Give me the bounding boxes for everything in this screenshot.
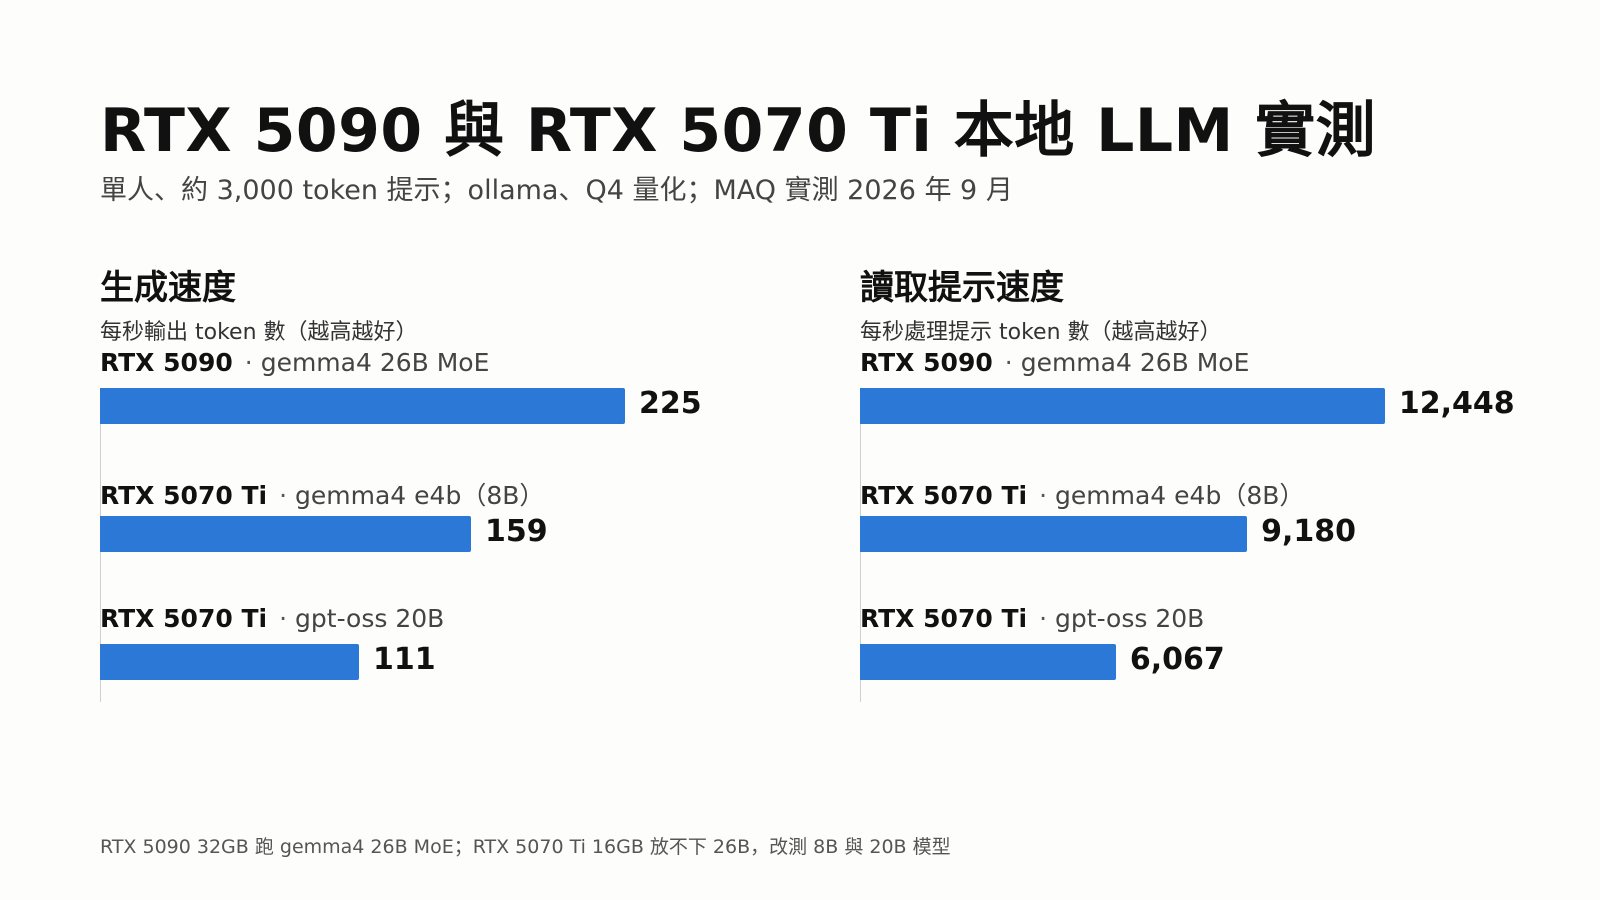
model-label: gemma4 e4b（8B）: [1055, 481, 1305, 510]
gpu-label: RTX 5090: [860, 348, 993, 377]
label-separator: ·: [244, 348, 253, 377]
gpu-label: RTX 5090: [100, 348, 233, 377]
bar-row: RTX 5070 Ti · gpt-oss 20B 6,067: [860, 604, 1560, 704]
chart-subtitle: 每秒輸出 token 數（越高越好）: [100, 320, 418, 345]
generation-speed-chart: 生成速度 每秒輸出 token 數（越高越好） RTX 5090 · gemma4 …: [100, 260, 800, 710]
chart-title: 生成速度: [100, 268, 236, 308]
bar-category-label: RTX 5090 · gemma4 26B MoE: [100, 348, 489, 377]
model-label: gemma4 26B MoE: [1020, 348, 1250, 377]
bar-value-label: 225: [639, 386, 702, 421]
bar-value-label: 6,067: [1129, 642, 1225, 677]
bar: [100, 644, 359, 680]
label-separator: ·: [1039, 481, 1048, 510]
bar-category-label: RTX 5070 Ti · gemma4 e4b（8B）: [100, 476, 544, 512]
gpu-label: RTX 5070 Ti: [100, 604, 268, 633]
bar-row: RTX 5070 Ti · gemma4 e4b（8B） 9,180: [860, 476, 1560, 576]
bar-category-label: RTX 5070 Ti · gpt-oss 20B: [860, 604, 1204, 633]
bar-row: RTX 5070 Ti · gemma4 e4b（8B） 159: [100, 476, 800, 576]
bar-value-label: 111: [373, 642, 436, 677]
model-label: gemma4 26B MoE: [260, 348, 490, 377]
bar-value-label: 9,180: [1261, 514, 1356, 549]
bar-row: RTX 5070 Ti · gpt-oss 20B 111: [100, 604, 800, 704]
bar-value-label: 159: [485, 514, 548, 549]
label-separator: ·: [279, 481, 288, 510]
model-label: gpt-oss 20B: [295, 604, 445, 633]
model-label: gemma4 e4b（8B）: [295, 481, 545, 510]
page-title: RTX 5090 與 RTX 5070 Ti 本地 LLM 實測: [100, 96, 1377, 166]
bar-category-label: RTX 5070 Ti · gpt-oss 20B: [100, 604, 444, 633]
footnote: RTX 5090 32GB 跑 gemma4 26B MoE；RTX 5070 …: [100, 836, 951, 858]
bar: [100, 516, 471, 552]
gpu-label: RTX 5070 Ti: [860, 604, 1028, 633]
bar-row: RTX 5090 · gemma4 26B MoE 225: [100, 348, 800, 448]
label-separator: ·: [1039, 604, 1048, 633]
bar-value-label: 12,448: [1398, 386, 1515, 421]
bar-row: RTX 5090 · gemma4 26B MoE 12,448: [860, 348, 1560, 448]
bar-category-label: RTX 5090 · gemma4 26B MoE: [860, 348, 1249, 377]
label-separator: ·: [1004, 348, 1013, 377]
chart-subtitle: 每秒處理提示 token 數（越高越好）: [860, 320, 1222, 345]
bar: [860, 644, 1116, 680]
label-separator: ·: [279, 604, 288, 633]
chart-title: 讀取提示速度: [860, 268, 1064, 308]
bar: [100, 388, 625, 424]
gpu-label: RTX 5070 Ti: [860, 481, 1028, 510]
bar-category-label: RTX 5070 Ti · gemma4 e4b（8B）: [860, 476, 1304, 512]
model-label: gpt-oss 20B: [1055, 604, 1205, 633]
bar: [860, 516, 1248, 552]
page-subtitle: 單人、約 3,000 token 提示；ollama、Q4 量化；MAQ 實測 …: [100, 175, 1013, 206]
bar: [860, 388, 1385, 424]
prompt-speed-chart: 讀取提示速度 每秒處理提示 token 數（越高越好） RTX 5090 · gem…: [860, 260, 1560, 710]
gpu-label: RTX 5070 Ti: [100, 481, 268, 510]
